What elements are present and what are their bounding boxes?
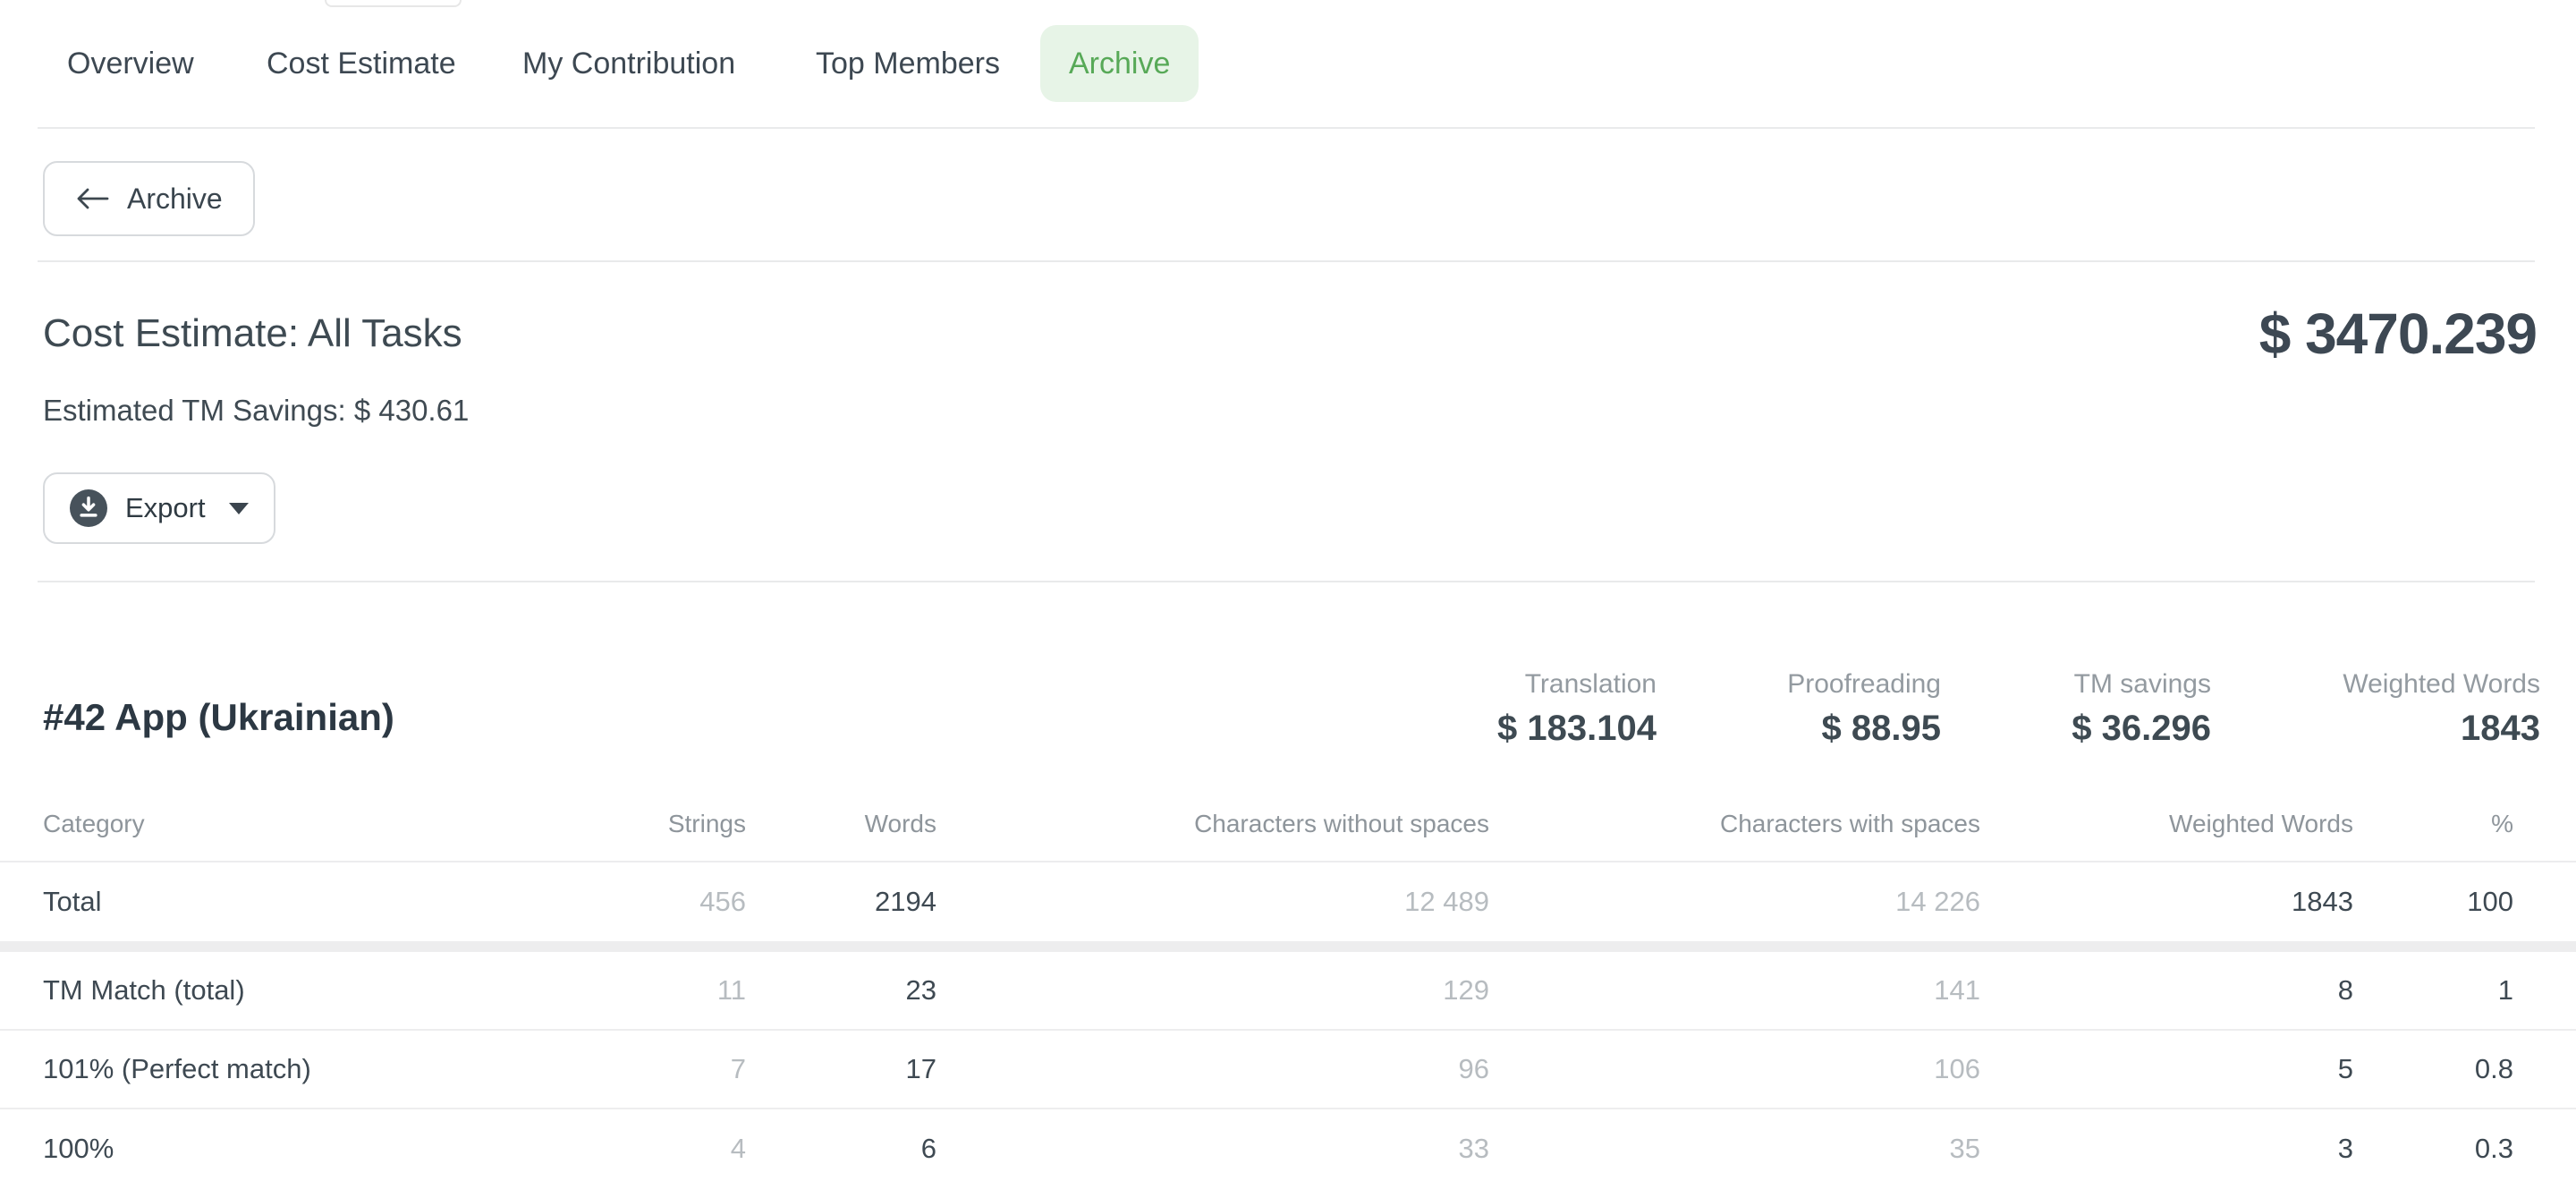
divider-under-back-button bbox=[38, 260, 2535, 262]
cell-strings: 4 bbox=[730, 1133, 746, 1164]
cell-chars-with-spaces: 141 bbox=[1490, 947, 1981, 1031]
table-row-100: 100% 4 6 33 35 3 0.3 bbox=[0, 1109, 2576, 1181]
tab-archive[interactable]: Archive bbox=[1040, 25, 1199, 102]
cell-words: 6 bbox=[920, 1133, 936, 1164]
tab-my-contribution[interactable]: My Contribution bbox=[522, 47, 736, 81]
table-row-101-perfect-match: 101% (Perfect match) 7 17 96 106 5 0.8 bbox=[0, 1030, 2576, 1109]
cell-chars-without-spaces: 33 bbox=[1458, 1133, 1489, 1164]
cell-percent: 0.3 bbox=[2474, 1133, 2513, 1164]
archive-back-label: Archive bbox=[127, 182, 223, 215]
page-title: Cost Estimate: All Tasks bbox=[43, 311, 462, 355]
cell-strings: 11 bbox=[631, 947, 747, 1031]
col-category: Category bbox=[0, 787, 631, 862]
cell-chars-with-spaces: 14 226 bbox=[1490, 862, 1981, 952]
stat-proofreading-label: Proofreading bbox=[1787, 669, 1941, 699]
cell-weighted-words: 3 bbox=[2337, 1133, 2353, 1164]
cost-estimate-table: Category Strings Words Characters withou… bbox=[0, 787, 2576, 1181]
cell-words: 2194 bbox=[747, 862, 937, 952]
cell-percent: 1 bbox=[2354, 947, 2576, 1031]
cell-chars-without-spaces: 129 bbox=[937, 947, 1490, 1031]
cell-chars-without-spaces: 96 bbox=[937, 1030, 1490, 1109]
cell-words: 17 bbox=[747, 1030, 937, 1109]
cell-chars-with-spaces: 106 bbox=[1490, 1030, 1981, 1109]
cell-percent: 100 bbox=[2354, 862, 2576, 952]
download-icon bbox=[70, 489, 107, 527]
stat-translation-label: Translation bbox=[1524, 669, 1657, 699]
cell-category: 100% bbox=[43, 1133, 114, 1164]
cell-percent: 0.8 bbox=[2354, 1030, 2576, 1109]
estimated-tm-savings: Estimated TM Savings: $ 430.61 bbox=[43, 394, 470, 427]
col-chars-with-spaces: Characters with spaces bbox=[1490, 787, 1981, 862]
divider-under-tabs bbox=[38, 127, 2535, 129]
export-button[interactable]: Export bbox=[43, 472, 275, 544]
col-words: Words bbox=[747, 787, 937, 862]
cell-weighted-words: 8 bbox=[1981, 947, 2354, 1031]
stat-weighted-words-value: 1843 bbox=[2461, 709, 2540, 748]
cell-weighted-words: 5 bbox=[1981, 1030, 2354, 1109]
stat-tm-savings-value: $ 36.296 bbox=[2072, 709, 2211, 748]
tab-bar: Overview Cost Estimate My Contribution T… bbox=[0, 0, 2576, 128]
chevron-down-icon bbox=[228, 502, 249, 514]
stat-translation: Translation $ 183.104 bbox=[1497, 669, 1657, 749]
col-percent: % bbox=[2354, 787, 2576, 862]
cell-strings: 456 bbox=[631, 862, 747, 952]
tab-top-members[interactable]: Top Members bbox=[816, 47, 1000, 81]
cell-category: Total bbox=[0, 862, 631, 952]
stat-tm-savings: TM savings $ 36.296 bbox=[2072, 669, 2211, 749]
stat-proofreading: Proofreading $ 88.95 bbox=[1787, 669, 1941, 749]
stat-translation-value: $ 183.104 bbox=[1497, 709, 1657, 748]
col-strings: Strings bbox=[631, 787, 747, 862]
tab-cost-estimate[interactable]: Cost Estimate bbox=[267, 47, 456, 81]
stat-weighted-words-label: Weighted Words bbox=[2343, 669, 2540, 699]
cell-words: 23 bbox=[747, 947, 937, 1031]
arrow-left-icon bbox=[75, 186, 111, 211]
stat-tm-savings-label: TM savings bbox=[2073, 669, 2211, 699]
cell-weighted-words: 1843 bbox=[1981, 862, 2354, 952]
project-section-title: #42 App (Ukrainian) bbox=[43, 696, 394, 738]
col-chars-without-spaces: Characters without spaces bbox=[937, 787, 1490, 862]
divider-under-export bbox=[38, 581, 2535, 582]
cell-category: TM Match (total) bbox=[0, 947, 631, 1031]
cell-chars-without-spaces: 12 489 bbox=[937, 862, 1490, 952]
archive-back-button[interactable]: Archive bbox=[43, 161, 255, 236]
total-cost-value: $ 3470.239 bbox=[2258, 302, 2538, 366]
table-header-row: Category Strings Words Characters withou… bbox=[0, 787, 2576, 862]
cell-strings: 7 bbox=[631, 1030, 747, 1109]
cell-category: 101% (Perfect match) bbox=[0, 1030, 631, 1109]
table-row-total: Total 456 2194 12 489 14 226 1843 100 bbox=[0, 862, 2576, 952]
col-weighted-words: Weighted Words bbox=[1981, 787, 2354, 862]
cell-chars-with-spaces: 35 bbox=[1949, 1133, 1980, 1164]
table-row-tm-match: TM Match (total) 11 23 129 141 8 1 bbox=[0, 947, 2576, 1031]
tab-overview[interactable]: Overview bbox=[67, 47, 194, 81]
stat-proofreading-value: $ 88.95 bbox=[1821, 709, 1941, 748]
stat-weighted-words: Weighted Words 1843 bbox=[2343, 669, 2540, 749]
export-label: Export bbox=[125, 492, 206, 523]
